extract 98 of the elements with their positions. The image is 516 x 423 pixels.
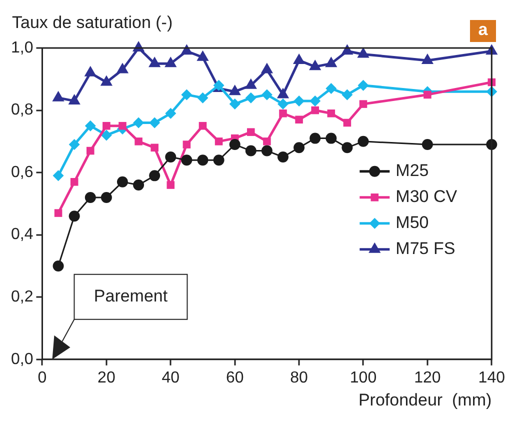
point bbox=[84, 120, 96, 132]
point bbox=[213, 154, 224, 166]
point bbox=[165, 151, 176, 162]
y-tick-label: 0,0 bbox=[10, 350, 34, 368]
point bbox=[245, 145, 256, 156]
point bbox=[68, 210, 80, 222]
point bbox=[245, 92, 256, 104]
point bbox=[84, 192, 96, 203]
point bbox=[422, 139, 433, 150]
point bbox=[309, 60, 322, 70]
point bbox=[116, 62, 129, 74]
point bbox=[181, 154, 192, 166]
point bbox=[133, 180, 144, 191]
point bbox=[261, 89, 272, 100]
point bbox=[228, 84, 241, 96]
point bbox=[149, 117, 160, 128]
point bbox=[86, 146, 94, 155]
point bbox=[118, 122, 126, 130]
point bbox=[100, 75, 113, 86]
point bbox=[116, 176, 128, 188]
point bbox=[52, 260, 64, 272]
point bbox=[278, 151, 288, 162]
point bbox=[214, 138, 223, 146]
point bbox=[68, 139, 80, 150]
point bbox=[197, 154, 208, 166]
point bbox=[165, 108, 176, 119]
point bbox=[148, 56, 161, 68]
point bbox=[358, 136, 369, 147]
point bbox=[198, 122, 207, 130]
point bbox=[278, 98, 288, 110]
point bbox=[295, 116, 303, 124]
point bbox=[310, 132, 321, 144]
point bbox=[358, 80, 369, 91]
legend-label: M25 bbox=[396, 161, 429, 180]
point bbox=[294, 95, 305, 106]
x-tick-label: 40 bbox=[162, 369, 180, 386]
x-tick-label: 120 bbox=[414, 369, 441, 386]
legend-label: M75 FS bbox=[396, 239, 456, 258]
x-tick-label: 80 bbox=[290, 369, 308, 386]
point bbox=[197, 92, 208, 104]
point bbox=[326, 132, 337, 144]
legend-label: M50 bbox=[396, 213, 429, 232]
point bbox=[68, 94, 80, 104]
point bbox=[327, 110, 336, 118]
point bbox=[229, 139, 240, 150]
point bbox=[292, 53, 306, 64]
annotation: Parement bbox=[94, 286, 168, 306]
point bbox=[181, 89, 192, 100]
point bbox=[342, 89, 353, 100]
point bbox=[263, 138, 271, 146]
point bbox=[310, 95, 321, 106]
point bbox=[52, 170, 64, 182]
point bbox=[70, 178, 78, 186]
y-tick-label: 0,6 bbox=[10, 164, 34, 181]
y-tick-label: 0,2 bbox=[10, 288, 34, 306]
point bbox=[150, 144, 158, 152]
point bbox=[54, 209, 62, 217]
point bbox=[276, 88, 290, 98]
point bbox=[326, 82, 337, 94]
point bbox=[342, 142, 353, 154]
point bbox=[357, 47, 370, 58]
x-tick-label: 100 bbox=[350, 369, 377, 386]
point bbox=[229, 98, 240, 110]
x-tick-label: 60 bbox=[226, 369, 244, 386]
point bbox=[325, 56, 338, 68]
x-axis-title: Profondeur (mm) bbox=[358, 390, 492, 410]
y-axis-title: Taux de saturation (-) bbox=[12, 13, 173, 32]
point bbox=[164, 56, 177, 68]
point bbox=[102, 122, 110, 130]
x-tick-label: 0 bbox=[38, 369, 47, 386]
y-tick-label: 0,8 bbox=[10, 102, 34, 119]
point bbox=[100, 192, 112, 203]
point bbox=[244, 78, 257, 89]
point bbox=[279, 110, 287, 118]
point bbox=[343, 118, 352, 127]
point bbox=[182, 140, 191, 148]
point bbox=[100, 130, 112, 141]
point bbox=[149, 170, 160, 182]
x-tick-label: 140 bbox=[478, 369, 506, 386]
point bbox=[196, 50, 209, 61]
point bbox=[311, 106, 319, 114]
text: a bbox=[470, 20, 496, 42]
point bbox=[261, 145, 272, 156]
y-tick-label: 0,4 bbox=[10, 226, 34, 244]
point bbox=[294, 142, 305, 154]
x-tick-label: 20 bbox=[98, 369, 116, 386]
point bbox=[424, 90, 432, 99]
point bbox=[260, 62, 274, 74]
y-tick-label: 1,0 bbox=[10, 39, 34, 56]
point bbox=[133, 117, 144, 128]
point bbox=[247, 128, 255, 136]
legend-label: M30 CV bbox=[396, 187, 458, 206]
point bbox=[84, 66, 96, 76]
point bbox=[421, 53, 434, 64]
point bbox=[134, 138, 142, 146]
point bbox=[166, 181, 175, 189]
point bbox=[359, 100, 368, 108]
point bbox=[52, 90, 64, 102]
